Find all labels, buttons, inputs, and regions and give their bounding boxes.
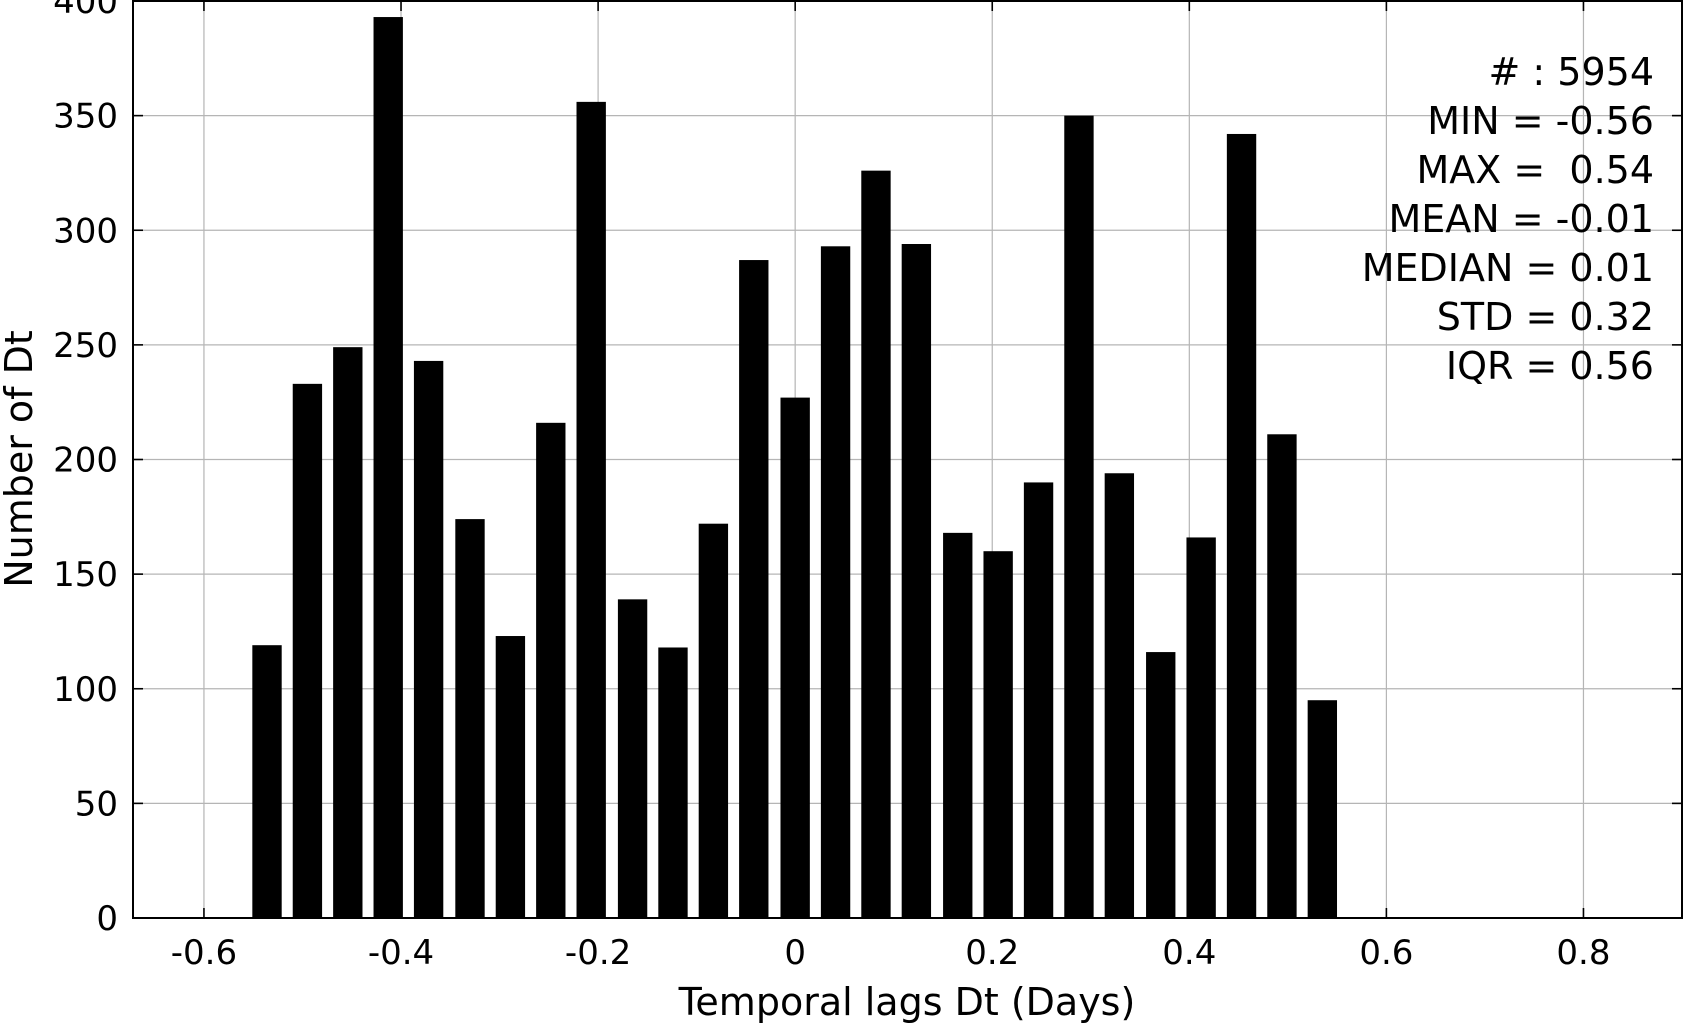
histogram-bar: [1307, 700, 1338, 918]
x-tick-label: -0.6: [171, 933, 237, 973]
x-tick-label: 0.6: [1359, 933, 1413, 973]
histogram-bar: [495, 636, 526, 918]
histogram-bar: [1023, 482, 1054, 918]
histogram-bar: [698, 523, 729, 918]
histogram-bar: [292, 383, 323, 918]
histogram-bar: [252, 645, 282, 918]
plot-frame: [132, 0, 1683, 919]
y-tick-label: 350: [53, 97, 118, 137]
stat-line: MIN = -0.56: [1427, 99, 1654, 143]
x-tick-label: 0.2: [965, 933, 1019, 973]
histogram-bar: [455, 519, 485, 918]
x-tick-label: -0.2: [565, 933, 631, 973]
histogram-bar: [861, 170, 891, 918]
histogram-bar: [1104, 473, 1135, 918]
histogram-bar: [1064, 115, 1094, 918]
stat-line: IQR = 0.56: [1446, 344, 1654, 388]
x-tick-label: 0.8: [1556, 933, 1610, 973]
histogram-bar: [1146, 652, 1176, 918]
histogram-bar: [820, 246, 851, 919]
y-tick-label: 400: [53, 0, 118, 22]
y-tick-label: 200: [53, 441, 118, 481]
x-tick-label: -0.4: [368, 933, 434, 973]
histogram-bar: [983, 551, 1013, 918]
histogram-bar: [413, 360, 444, 918]
histogram-bar: [373, 17, 403, 919]
histogram-bar: [617, 599, 648, 918]
histogram-bar: [943, 532, 973, 918]
stat-line: MAX = 0.54: [1417, 148, 1655, 192]
stat-line: STD = 0.32: [1437, 295, 1654, 339]
statistics-annotation: # : 5954 MIN = -0.56 MAX = 0.54 MEAN = -0.0…: [1362, 50, 1654, 388]
y-tick-label: 0: [96, 899, 118, 939]
histogram-bar: [1186, 537, 1216, 918]
histogram-bar: [1267, 434, 1297, 918]
histogram-bar: [780, 397, 810, 918]
x-axis-label: Temporal lags Dt (Days): [678, 980, 1136, 1024]
y-tick-label: 150: [53, 555, 118, 595]
histogram-bar: [739, 260, 769, 918]
y-tick-label: 100: [53, 670, 118, 710]
stat-line: MEDIAN = 0.01: [1362, 246, 1654, 290]
x-tick-labels: -0.6 -0.4 -0.2 0 0.2 0.4 0.6 0.8: [171, 933, 1611, 973]
histogram-bar: [536, 422, 566, 918]
histogram-bar: [576, 101, 606, 919]
stat-line: # : 5954: [1488, 50, 1654, 94]
histogram-bar: [333, 347, 363, 919]
y-tick-labels: 0 50 100 150 200 250 300 350 400: [53, 0, 118, 939]
x-tick-label: 0: [784, 933, 806, 973]
x-tick-label: 0.4: [1162, 933, 1216, 973]
stat-line: MEAN = -0.01: [1388, 197, 1654, 241]
histogram-bar: [1226, 133, 1257, 919]
y-axis-label: Number of Dt: [0, 330, 41, 588]
y-tick-label: 50: [75, 784, 118, 824]
y-tick-label: 250: [53, 326, 118, 366]
y-tick-label: 300: [53, 211, 118, 251]
histogram-bar: [658, 647, 688, 918]
histogram-bar: [901, 244, 932, 918]
histogram-bars: [252, 17, 1338, 919]
